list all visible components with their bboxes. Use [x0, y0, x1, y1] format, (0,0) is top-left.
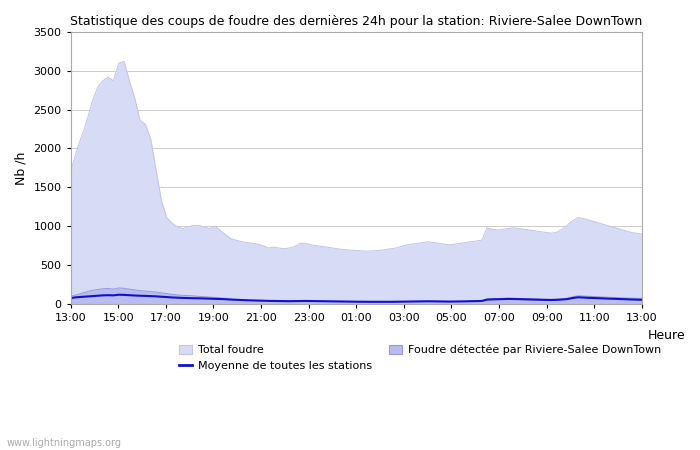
Moyenne de toutes les stations — [568, 295, 577, 301]
Moyenne de toutes les stations — [579, 295, 587, 300]
Text: Heure: Heure — [648, 329, 685, 342]
Moyenne de toutes les stations — [365, 299, 374, 305]
Moyenne de toutes les stations — [531, 297, 539, 302]
Moyenne de toutes les stations — [339, 299, 347, 304]
Moyenne de toutes les stations — [131, 293, 139, 298]
Line: Moyenne de toutes les stations: Moyenne de toutes les stations — [71, 295, 642, 302]
Moyenne de toutes les stations — [66, 295, 75, 301]
Y-axis label: Nb /h: Nb /h — [15, 151, 28, 184]
Moyenne de toutes les stations — [115, 292, 123, 297]
Legend: Total foudre, Moyenne de toutes les stations, Foudre détectée par Riviere-Salee : Total foudre, Moyenne de toutes les stat… — [179, 345, 661, 371]
Moyenne de toutes les stations — [638, 297, 646, 302]
Moyenne de toutes les stations — [162, 294, 171, 300]
Title: Statistique des coups de foudre des dernières 24h pour la station: Riviere-Salee: Statistique des coups de foudre des dern… — [70, 15, 643, 28]
Text: www.lightningmaps.org: www.lightningmaps.org — [7, 438, 122, 448]
